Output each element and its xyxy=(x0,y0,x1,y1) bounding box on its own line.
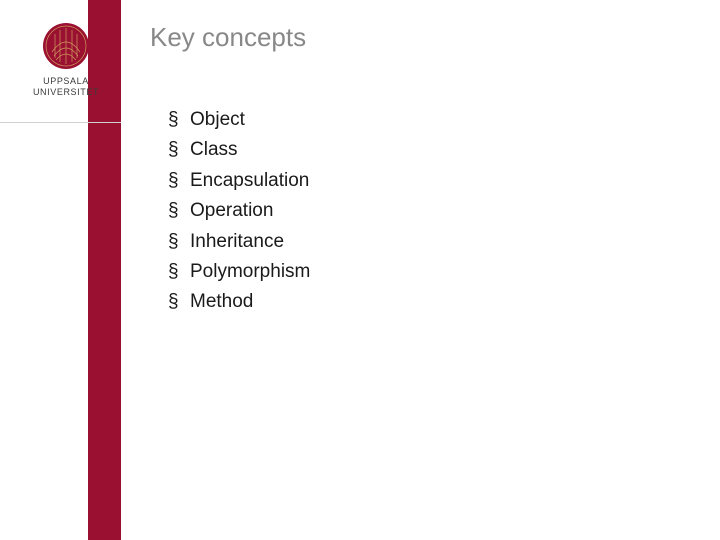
list-item: Method xyxy=(168,287,700,317)
list-item: Class xyxy=(168,135,700,165)
list-item: Encapsulation xyxy=(168,166,700,196)
list-item: Object xyxy=(168,105,700,135)
list-item: Operation xyxy=(168,196,700,226)
concepts-list: ObjectClassEncapsulationOperationInherit… xyxy=(150,105,700,318)
logo-line1: UPPSALA xyxy=(22,76,110,87)
logo-line2: UNIVERSITET xyxy=(22,87,110,98)
university-logo: UPPSALA UNIVERSITET xyxy=(22,22,110,99)
horizontal-divider xyxy=(0,122,121,123)
logo-text: UPPSALA UNIVERSITET xyxy=(22,76,110,99)
list-item: Inheritance xyxy=(168,227,700,257)
slide-title: Key concepts xyxy=(150,22,700,53)
list-item: Polymorphism xyxy=(168,257,700,287)
slide-content: Key concepts ObjectClassEncapsulationOpe… xyxy=(150,22,700,318)
logo-seal-icon xyxy=(42,22,90,70)
